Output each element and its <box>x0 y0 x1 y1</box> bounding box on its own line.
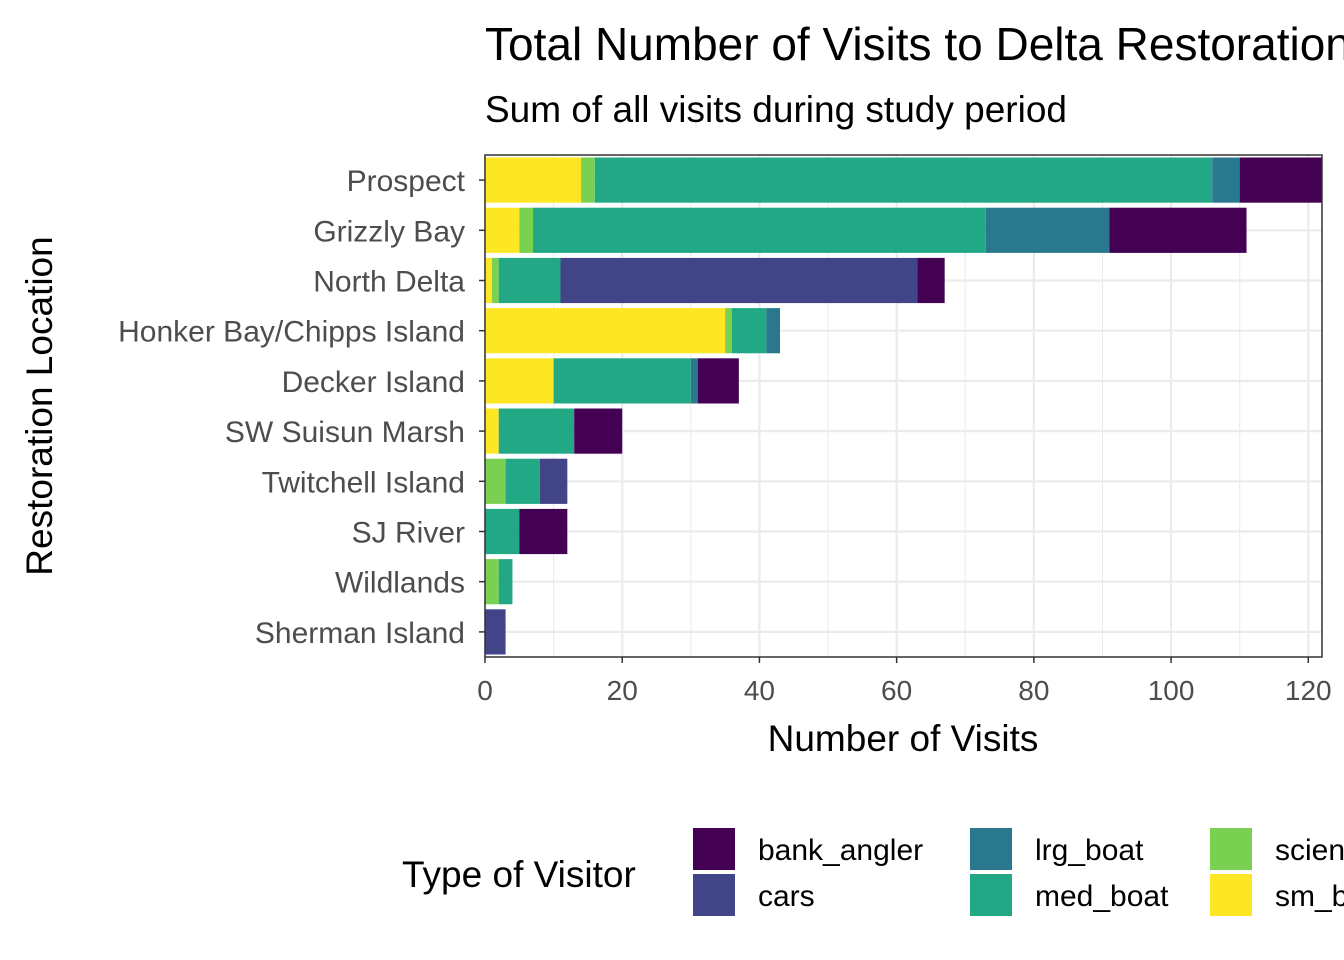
bar-segment-med_boat <box>533 207 986 253</box>
x-tick-label: 80 <box>1018 675 1049 706</box>
bar-segment-sm_boat <box>485 257 492 304</box>
legend-label-bank_angler: bank_angler <box>758 834 923 867</box>
bar-segment-sm_boat <box>485 358 554 404</box>
y-tick-label: North Delta <box>313 266 465 299</box>
legend-label-lrg_boat: lrg_boat <box>1035 834 1144 867</box>
bar-segment-med_boat <box>498 408 575 454</box>
bar-segment-cars <box>539 458 568 504</box>
legend-key-cars <box>693 874 735 916</box>
bar-segment-med_boat <box>485 508 520 555</box>
y-tick-label: Grizzly Bay <box>313 215 465 248</box>
bar-segment-med_boat <box>553 358 691 404</box>
chart-subtitle: Sum of all visits during study period <box>485 89 1067 130</box>
bar-segment-med_boat <box>498 257 561 304</box>
bar-segment-lrg_boat <box>766 308 781 354</box>
x-tick-label: 60 <box>881 675 912 706</box>
x-tick-label: 20 <box>607 675 638 706</box>
bar-segment-med_boat <box>594 157 1213 203</box>
y-tick-label: Decker Island <box>282 366 465 399</box>
x-axis-tick-labels: 0 20 40 60 80 100 120 <box>477 657 1332 706</box>
y-tick-label: Wildlands <box>335 567 465 600</box>
y-tick-label: SJ River <box>352 517 465 550</box>
bar-segment-bank_angler <box>519 508 568 555</box>
bar-segment-bank_angler <box>1239 157 1322 203</box>
y-tick-label: Sherman Island <box>255 617 465 650</box>
bar-segment-bank_angler <box>574 408 623 454</box>
x-tick-label: 120 <box>1285 675 1332 706</box>
bar-segment-scientist <box>581 157 595 203</box>
bar-segment-scientist <box>485 559 499 605</box>
bar-segment-sm_boat <box>485 207 520 253</box>
bar-segment-med_boat <box>505 458 540 504</box>
panel-border <box>484 154 1323 658</box>
x-axis-title: Number of Visits <box>768 718 1039 759</box>
y-tick-label: Prospect <box>347 165 466 198</box>
bar-segment-bank_angler <box>1109 207 1247 253</box>
bar-segment-scientist <box>491 257 499 304</box>
y-axis-tick-labels: Prospect Grizzly Bay North Delta Honker Bay… <box>118 165 485 650</box>
y-tick-label: SW Suisun Marsh <box>225 416 465 449</box>
bar-segment-sm_boat <box>485 408 499 454</box>
bar-segment-bank_angler <box>697 358 739 404</box>
plot-panel <box>483 154 1323 658</box>
y-axis-title: Restoration Location <box>19 236 60 575</box>
chart-title: Total Number of Visits to Delta Restorat… <box>485 18 1344 70</box>
bar-segment-scientist <box>725 308 732 354</box>
bar-segment-med_boat <box>731 308 767 354</box>
legend-key-lrg_boat <box>970 828 1012 870</box>
bar-segment-lrg_boat <box>985 207 1110 253</box>
bar-segment-scientist <box>485 458 506 504</box>
legend-label-sm_boat: sm_boat <box>1275 880 1344 913</box>
bars <box>485 157 1322 655</box>
legend-label-cars: cars <box>758 880 815 913</box>
bar-segment-bank_angler <box>917 257 945 304</box>
y-tick-label: Honker Bay/Chipps Island <box>118 316 465 349</box>
x-tick-label: 100 <box>1148 675 1195 706</box>
bar-segment-sm_boat <box>485 157 582 203</box>
legend-key-scientist <box>1210 828 1252 870</box>
y-tick-label: Twitchell Island <box>262 466 465 499</box>
legend-label-med_boat: med_boat <box>1035 880 1169 913</box>
bar-segment-cars <box>485 609 506 655</box>
bar-segment-med_boat <box>498 559 513 605</box>
legend-title: Type of Visitor <box>402 854 636 895</box>
bar-segment-scientist <box>519 207 534 253</box>
legend-key-bank_angler <box>693 828 735 870</box>
x-tick-label: 40 <box>744 675 775 706</box>
bar-segment-cars <box>560 257 918 304</box>
legend-key-sm_boat <box>1210 874 1252 916</box>
x-tick-label: 0 <box>477 675 493 706</box>
legend-label-scientist: scientist <box>1275 834 1344 867</box>
bar-segment-sm_boat <box>485 308 726 354</box>
legend-key-med_boat <box>970 874 1012 916</box>
bar-segment-lrg_boat <box>1212 157 1240 203</box>
bar-segment-lrg_boat <box>690 358 698 404</box>
